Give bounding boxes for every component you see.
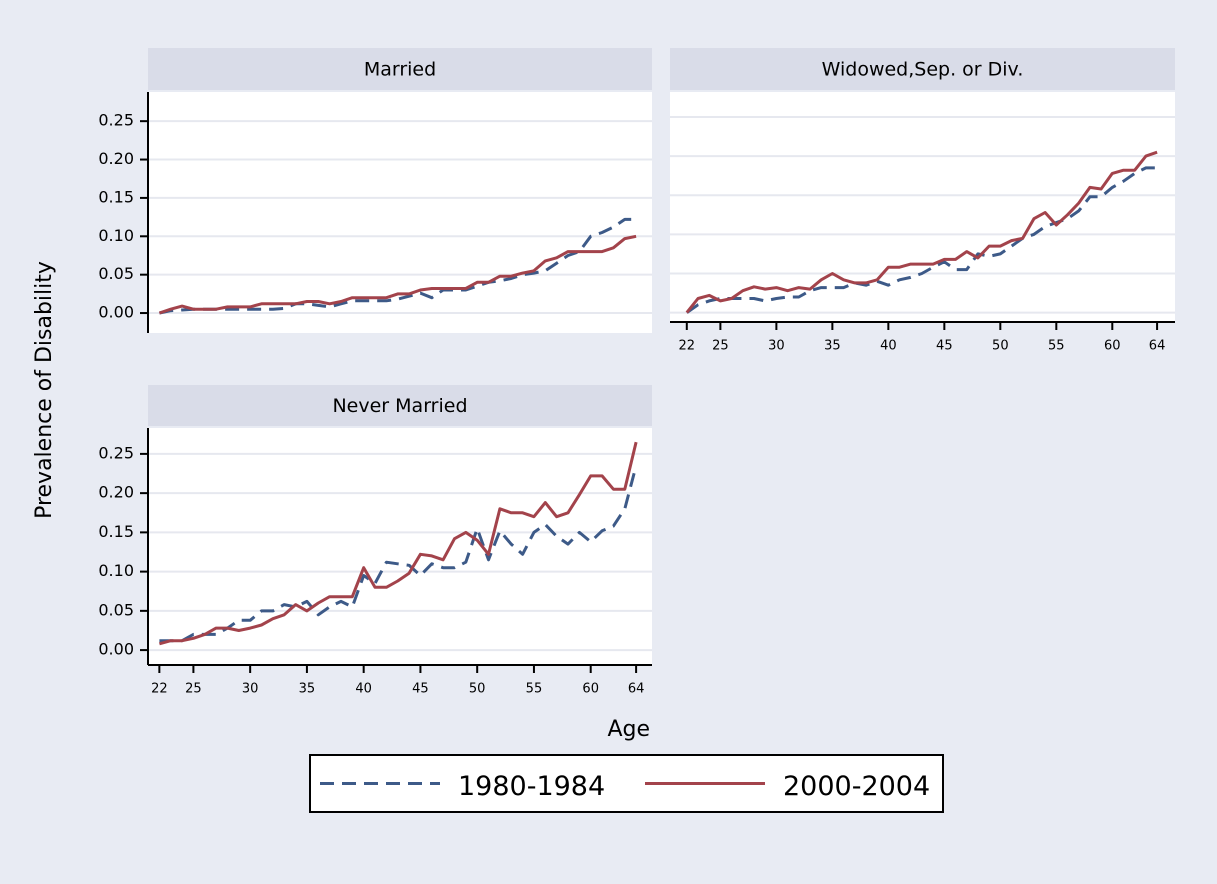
strip — [148, 385, 652, 426]
y-tick-label: 0.00 — [98, 303, 134, 322]
x-tick-label: 40 — [880, 339, 897, 354]
x-tick-label: 25 — [185, 682, 202, 697]
series-line — [158, 234, 637, 315]
series-line — [159, 465, 638, 643]
x-tick-label: 45 — [936, 339, 953, 354]
x-tick-label: 55 — [1048, 339, 1065, 354]
y-tick-label: 0.05 — [98, 264, 134, 283]
plot-area — [148, 92, 652, 333]
series-line — [159, 441, 638, 646]
x-tick-label: 60 — [1104, 339, 1121, 354]
y-tick-label: 0.15 — [98, 187, 134, 206]
panel-title: Never Married — [332, 395, 467, 417]
series-line — [685, 150, 1158, 314]
x-axis-label: Age — [607, 717, 650, 742]
panel-title: Married — [364, 59, 436, 81]
strip — [148, 48, 652, 90]
x-tick-label: 35 — [299, 682, 316, 697]
y-tick-label: 0.20 — [98, 149, 134, 168]
legend-label: 1980-1984 — [458, 771, 605, 802]
series-line — [159, 217, 637, 315]
x-tick-label: 64 — [1149, 339, 1166, 354]
y-tick-label: 0.20 — [98, 483, 134, 502]
x-tick-label: 30 — [242, 682, 259, 697]
x-tick-label: 45 — [412, 682, 429, 697]
panel-title: Widowed,Sep. or Div. — [822, 59, 1024, 81]
series-line — [685, 166, 1158, 314]
y-tick-label: 0.15 — [98, 522, 134, 541]
plot-area — [670, 92, 1175, 322]
x-tick-label: 30 — [768, 339, 785, 354]
x-tick-label: 22 — [151, 682, 168, 697]
y-tick-label: 0.25 — [98, 443, 134, 462]
x-tick-label: 40 — [355, 682, 372, 697]
y-tick-label: 0.10 — [98, 226, 134, 245]
x-tick-label: 22 — [679, 339, 696, 354]
y-tick-label: 0.05 — [98, 600, 134, 619]
y-tick-label: 0.10 — [98, 561, 134, 580]
x-tick-label: 50 — [992, 339, 1009, 354]
x-tick-label: 64 — [628, 682, 645, 697]
x-tick-label: 50 — [469, 682, 486, 697]
x-tick-label: 35 — [824, 339, 841, 354]
strip — [670, 48, 1175, 90]
y-tick-label: 0.25 — [98, 111, 134, 130]
x-tick-label: 25 — [712, 339, 729, 354]
x-tick-label: 60 — [582, 682, 599, 697]
x-tick-label: 55 — [526, 682, 543, 697]
y-tick-label: 0.00 — [98, 640, 134, 659]
y-axis-label: Prevalence of Disability — [32, 261, 57, 519]
legend-label: 2000-2004 — [783, 771, 930, 802]
